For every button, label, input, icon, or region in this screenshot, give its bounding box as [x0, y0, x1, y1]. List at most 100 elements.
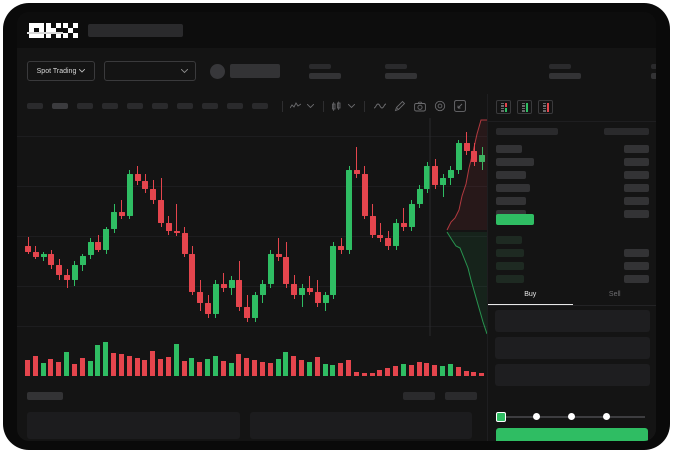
tab-open-orders[interactable]: [27, 392, 63, 400]
orderbook-view-bids-icon[interactable]: [517, 100, 532, 114]
bottom-action-2[interactable]: [445, 392, 477, 400]
volume-bar: [393, 366, 399, 376]
volume-bar: [212, 356, 218, 376]
orderbook-size: [624, 157, 649, 166]
timeframe-4[interactable]: [102, 103, 118, 109]
volume-bar: [197, 362, 203, 376]
orderbook-size: [624, 248, 649, 257]
stat-value: [309, 73, 341, 79]
orderbook-view-both-icon[interactable]: [496, 100, 511, 114]
chevron-down-icon-1[interactable]: [303, 99, 318, 114]
submit-order-button[interactable]: [496, 428, 648, 441]
bottom-action-1[interactable]: [403, 392, 435, 400]
orderbook-price: [496, 196, 526, 205]
gridline-2: [17, 236, 487, 237]
search-input[interactable]: [88, 23, 183, 37]
volume-bar: [346, 360, 352, 376]
orderbook-size: [624, 261, 649, 270]
gridline-4: [17, 326, 487, 327]
volume-bar: [79, 358, 85, 376]
orderbook-ask-row[interactable]: [496, 155, 649, 168]
orderbook-ask-row[interactable]: [496, 194, 649, 207]
timeframe-5[interactable]: [127, 103, 143, 109]
volume-bar: [95, 345, 101, 376]
gridline-0: [17, 136, 487, 137]
volume-bar: [400, 364, 406, 376]
snapshot-camera-icon[interactable]: [412, 99, 427, 114]
orderbook-price: [496, 209, 526, 218]
volume-bar: [353, 372, 359, 376]
timeframe-2[interactable]: [52, 103, 68, 109]
chart-settings-gear-icon[interactable]: [432, 99, 447, 114]
orderbook-bid-row[interactable]: [496, 233, 649, 246]
volume-bar: [64, 352, 70, 376]
timeframe-8[interactable]: [202, 103, 218, 109]
stat-value: [651, 73, 656, 79]
chart-type-candles-icon[interactable]: [329, 99, 344, 114]
timeframe-6[interactable]: [152, 103, 168, 109]
stat-value: [549, 73, 581, 79]
chart-toolbar: [17, 94, 487, 118]
fullscreen-expand-icon[interactable]: [452, 99, 467, 114]
chevron-down-icon: [79, 69, 86, 73]
orderbook-view-asks-icon[interactable]: [538, 100, 553, 114]
logo-o-icon: [29, 22, 44, 38]
timeframe-10[interactable]: [252, 103, 268, 109]
slider-stop-50[interactable]: [568, 413, 575, 420]
order-price-field[interactable]: [495, 310, 650, 332]
timeframe-3[interactable]: [77, 103, 93, 109]
indicators-icon[interactable]: [288, 99, 303, 114]
orderbook-ask-row[interactable]: [496, 142, 649, 155]
order-total-field[interactable]: [495, 364, 650, 386]
volume-bar: [432, 365, 438, 376]
bottom-panel-left[interactable]: [27, 412, 240, 439]
bottom-panel-right[interactable]: [250, 412, 472, 439]
orderbook-size: [624, 183, 649, 192]
volume-bar: [189, 358, 195, 376]
okx-logo[interactable]: [29, 22, 78, 38]
tab-buy[interactable]: Buy: [488, 284, 573, 305]
orderbook-bid-row[interactable]: [496, 246, 649, 259]
chevron-down-icon-2[interactable]: [344, 99, 359, 114]
device-frame: Spot Trading: [3, 3, 670, 450]
gridline-1: [17, 186, 487, 187]
orderbook-column-headers: [496, 128, 649, 135]
orderbook-bid-row[interactable]: [496, 259, 649, 272]
volume-bar: [259, 362, 265, 376]
volume-bar: [314, 357, 320, 376]
volume-bar: [142, 360, 148, 376]
orderbook-ask-row[interactable]: [496, 168, 649, 181]
market-select[interactable]: [104, 61, 196, 81]
order-amount-field[interactable]: [495, 337, 650, 359]
stat-label: [309, 64, 331, 69]
slider-handle[interactable]: [496, 412, 506, 422]
toolbar-divider: [282, 100, 283, 112]
orderbook-rows: [496, 142, 649, 285]
slider-stop-75[interactable]: [603, 413, 610, 420]
drawing-tools-icon[interactable]: [392, 99, 407, 114]
timeframe-7[interactable]: [177, 103, 193, 109]
stat-label: [385, 64, 407, 69]
gridline-3: [17, 286, 487, 287]
orderbook-ask-row[interactable]: [496, 181, 649, 194]
volume-bar: [244, 358, 250, 376]
orderbook-spread-indicator: [496, 214, 534, 225]
amount-slider[interactable]: [496, 412, 648, 422]
timeframe-1[interactable]: [27, 103, 43, 109]
volume-bar: [338, 363, 344, 376]
orderbook-ask-row[interactable]: [496, 207, 649, 220]
volume-bar: [447, 364, 453, 376]
orderbook-col-price: [496, 128, 558, 135]
orderbook-price: [496, 183, 530, 192]
volume-bar: [416, 362, 422, 376]
volume-bar: [56, 362, 62, 376]
price-chart[interactable]: [17, 118, 487, 336]
orderbook-bid-row[interactable]: [496, 272, 649, 285]
trading-mode-select[interactable]: Spot Trading: [27, 61, 95, 81]
volume-bar: [455, 367, 461, 376]
tab-sell[interactable]: Sell: [608, 291, 621, 298]
line-chart-icon[interactable]: [372, 99, 387, 114]
volume-bar: [40, 363, 46, 376]
timeframe-9[interactable]: [227, 103, 243, 109]
slider-stop-25[interactable]: [533, 413, 540, 420]
